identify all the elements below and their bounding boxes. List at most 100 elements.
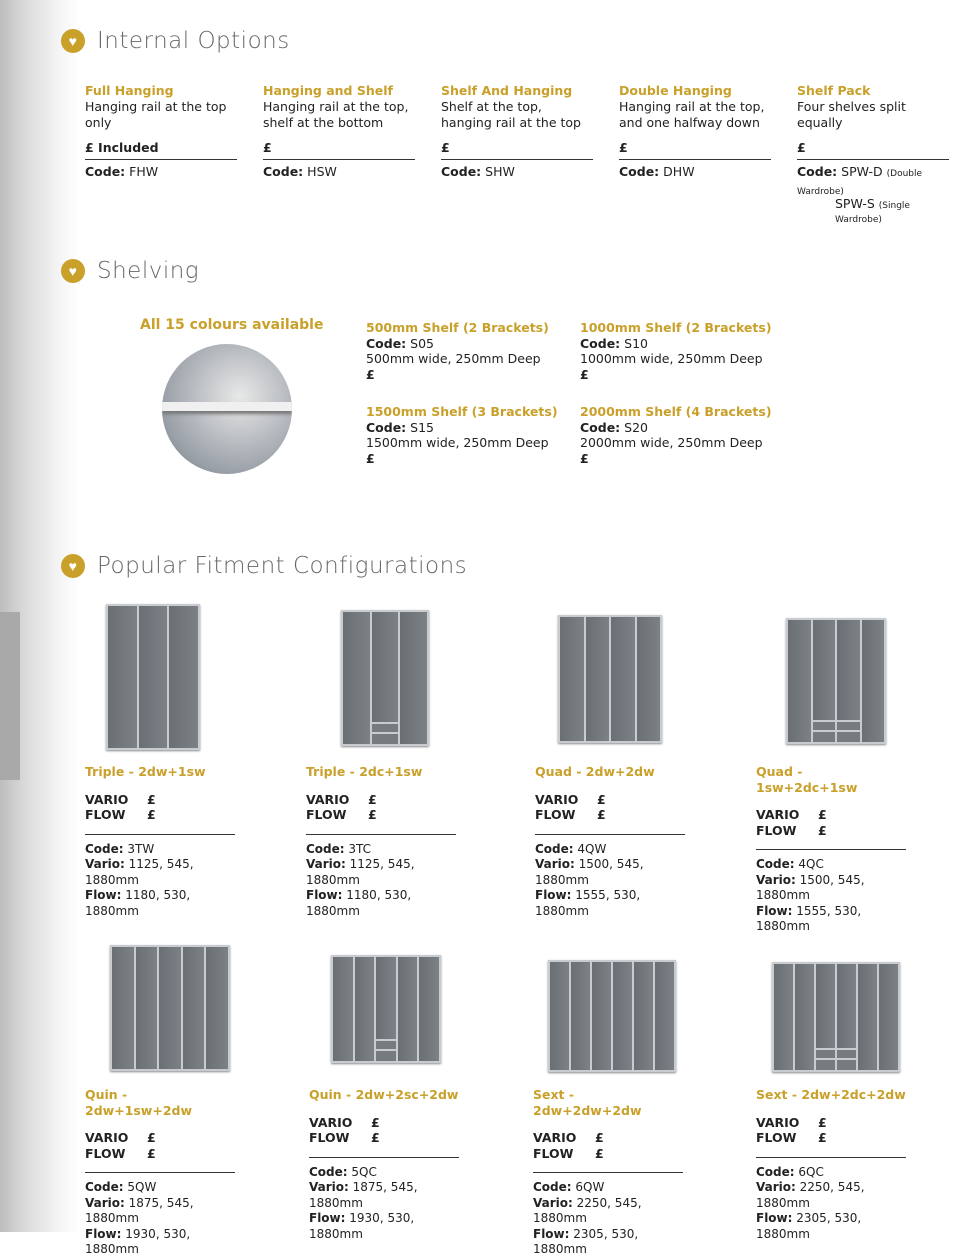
option-code: Code: HSW xyxy=(263,164,337,179)
option-code: Code: SHW xyxy=(441,164,515,179)
option-desc: Hanging rail at the top only xyxy=(85,99,227,130)
wardrobe-door xyxy=(108,606,139,748)
config-name: Triple - 2dw+1sw xyxy=(85,764,206,779)
option-desc: Shelf at the top, hanging rail at the to… xyxy=(441,99,581,130)
config-code: Code: 4QW xyxy=(535,841,607,856)
wardrobe-door xyxy=(634,962,655,1070)
wardrobe-door xyxy=(812,620,837,742)
wardrobe-image xyxy=(786,618,886,744)
config-prices: VARIO £ FLOW £ xyxy=(535,792,685,835)
shelf-code: Code: S15 xyxy=(366,419,435,435)
config-flow-dims: Flow: 1555, 530, 1880mm xyxy=(535,888,641,918)
wardrobe-image xyxy=(110,945,230,1071)
option-item: Shelf Pack Four shelves split equally £ … xyxy=(797,83,949,226)
wardrobe-door xyxy=(585,617,611,741)
config-name: Quad - 1sw+2dc+1sw xyxy=(756,764,858,795)
config-code: Code: 5QW xyxy=(85,1180,157,1194)
config-vario-dims: Vario: 1500, 545, 1880mm xyxy=(535,857,644,887)
wardrobe-door xyxy=(169,606,199,748)
config-vario-dims: Vario: 1875, 545, 1880mm xyxy=(85,1195,194,1226)
wardrobe-image xyxy=(331,955,441,1063)
option-desc: Four shelves split equally xyxy=(797,99,906,130)
wardrobe-door xyxy=(571,962,592,1070)
config-name: Sext - 2dw+2dw+2dw xyxy=(533,1087,642,1118)
shelf-name: 1000mm Shelf (2 Brackets) xyxy=(580,320,772,335)
option-item: Double Hanging Hanging rail at the top, … xyxy=(619,83,771,180)
option-price: £ xyxy=(441,140,593,160)
config-item: Sext - 2dw+2dc+2dw VARIO £ FLOW £ Code: 6QC… xyxy=(756,1087,908,1242)
config-item: Triple - 2dw+1sw VARIO £ FLOW £ Code: 3TW V… xyxy=(85,764,237,919)
shelf-name: 500mm Shelf (2 Brackets) xyxy=(366,320,549,335)
heart-icon: ♥ xyxy=(61,554,85,578)
wardrobe-door xyxy=(788,620,813,742)
config-code: Code: 3TC xyxy=(306,841,372,856)
config-vario-dims: Vario: 1875, 545, 1880mm xyxy=(309,1180,418,1210)
option-code: Code: FHW xyxy=(85,164,159,179)
shelf-price: £ xyxy=(366,366,375,382)
shelf-item: 1000mm Shelf (2 Brackets) Code: S10 1000… xyxy=(580,320,790,382)
wardrobe-door xyxy=(112,947,136,1069)
config-vario-dims: Vario: 1125, 545, 1880mm xyxy=(306,857,415,887)
config-code: Code: 3TW xyxy=(85,841,155,856)
option-item: Full Hanging Hanging rail at the top onl… xyxy=(85,83,237,180)
heart-icon: ♥ xyxy=(61,259,85,283)
option-price: £ xyxy=(263,140,415,160)
shelf-item: 1500mm Shelf (3 Brackets) Code: S15 1500… xyxy=(366,404,576,466)
config-flow-dims: Flow: 1180, 530, 1880mm xyxy=(85,888,191,918)
heart-icon: ♥ xyxy=(61,29,85,53)
config-vario-dims: Vario: 1500, 545, 1880mm xyxy=(756,872,865,903)
wardrobe-door xyxy=(613,962,634,1070)
option-code: Code: SPW-D (Double Wardrobe) SPW-S (Sing… xyxy=(797,164,923,225)
shelf-photo xyxy=(162,344,292,474)
config-vario-dims: Vario: 2250, 545, 1880mm xyxy=(533,1195,642,1226)
option-item: Hanging and Shelf Hanging rail at the to… xyxy=(263,83,415,180)
wardrobe-door xyxy=(159,947,183,1069)
config-item: Quad - 2dw+2dw VARIO £ FLOW £ Code: 4QW Var… xyxy=(535,764,687,919)
sidebar-tab[interactable] xyxy=(0,612,20,780)
shelf-desc: 2000mm wide, 250mm Deep xyxy=(580,435,763,450)
option-name: Shelf And Hanging xyxy=(441,83,573,98)
shelf-code: Code: S20 xyxy=(580,419,649,435)
wardrobe-door xyxy=(560,617,586,741)
wardrobe-door xyxy=(879,964,898,1070)
config-name: Quin - 2dw+2sc+2dw xyxy=(309,1087,459,1102)
wardrobe-door xyxy=(837,964,858,1070)
wardrobe-door xyxy=(376,957,398,1061)
section-heading-configurations: ♥ Popular Fitment Configurations xyxy=(61,553,467,579)
config-code: Code: 6QC xyxy=(756,1164,824,1179)
wardrobe-door xyxy=(774,964,795,1070)
wardrobe-door xyxy=(837,620,862,742)
config-flow-dims: Flow: 2305, 530, 1880mm xyxy=(756,1211,862,1241)
config-flow-dims: Flow: 1555, 530, 1880mm xyxy=(756,903,862,934)
config-vario-dims: Vario: 1125, 545, 1880mm xyxy=(85,857,194,887)
option-item: Shelf And Hanging Shelf at the top, hang… xyxy=(441,83,593,180)
shelf-desc: 1500mm wide, 250mm Deep xyxy=(366,435,549,450)
wardrobe-image xyxy=(106,604,200,750)
config-name: Sext - 2dw+2dc+2dw xyxy=(756,1087,906,1102)
option-price: £ Included xyxy=(85,140,237,160)
option-name: Full Hanging xyxy=(85,83,174,98)
config-flow-dims: Flow: 1180, 530, 1880mm xyxy=(306,888,412,918)
wardrobe-image xyxy=(548,960,676,1072)
wardrobe-image xyxy=(558,615,662,743)
wardrobe-door xyxy=(611,617,637,741)
shelf-code: Code: S05 xyxy=(366,335,435,351)
colours-note: All 15 colours available xyxy=(140,317,324,333)
shelf-name: 2000mm Shelf (4 Brackets) xyxy=(580,404,772,419)
config-flow-dims: Flow: 2305, 530, 1880mm xyxy=(533,1226,639,1257)
wardrobe-image xyxy=(772,962,900,1072)
wardrobe-door xyxy=(343,612,372,744)
wardrobe-door xyxy=(795,964,816,1070)
config-name: Quad - 2dw+2dw xyxy=(535,764,655,779)
section-heading-shelving: ♥ Shelving xyxy=(61,258,199,284)
section-title: Shelving xyxy=(97,258,200,284)
config-prices: VARIO £ FLOW £ xyxy=(306,792,456,835)
config-prices: VARIO £ FLOW £ xyxy=(85,792,235,835)
wardrobe-door xyxy=(858,964,879,1070)
shelf-name: 1500mm Shelf (3 Brackets) xyxy=(366,404,558,419)
config-item: Quin - 2dw+2sc+2dw VARIO £ FLOW £ Code: 5QC… xyxy=(309,1087,461,1242)
shelf-price: £ xyxy=(580,450,589,466)
shelf-item: 2000mm Shelf (4 Brackets) Code: S20 2000… xyxy=(580,404,790,466)
config-item: Triple - 2dc+1sw VARIO £ FLOW £ Code: 3TC V… xyxy=(306,764,458,919)
shelf-desc: 1000mm wide, 250mm Deep xyxy=(580,351,763,366)
